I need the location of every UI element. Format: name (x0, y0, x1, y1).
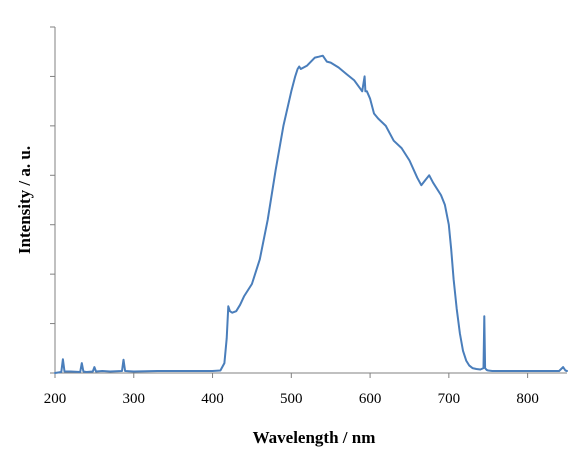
y-axis-title: Intensity / a. u. (15, 146, 34, 254)
x-tick-label: 500 (280, 391, 303, 407)
x-tick-label: 200 (44, 391, 67, 407)
x-tick-label: 800 (516, 391, 539, 407)
x-tick-label: 700 (438, 391, 461, 407)
x-tick-label: 400 (201, 391, 224, 407)
series-line-intensity (54, 54, 568, 374)
y-ticks (50, 26, 55, 374)
x-tick-label: 600 (359, 391, 382, 407)
x-tick-label: 300 (123, 391, 146, 407)
x-axis-title: Wavelength / nm (253, 428, 376, 447)
x-tick-labels: 200 300 400 500 600 700 800 (44, 391, 539, 407)
axes (54, 27, 567, 374)
x-ticks (54, 373, 529, 378)
